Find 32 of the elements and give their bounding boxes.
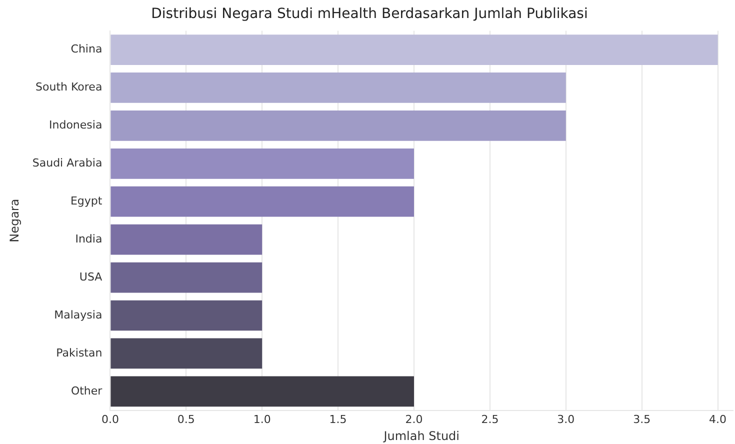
bar xyxy=(110,224,262,255)
y-tick-label: South Korea xyxy=(36,80,102,94)
y-tick-label: Saudi Arabia xyxy=(32,156,102,170)
x-tick-label: 1.5 xyxy=(329,412,347,426)
bar xyxy=(110,186,414,217)
y-tick-label: Indonesia xyxy=(48,118,102,132)
y-tick-label: Malaysia xyxy=(54,308,102,322)
x-tick-label: 2.5 xyxy=(481,412,499,426)
bar xyxy=(110,72,566,103)
bar xyxy=(110,376,414,407)
y-tick-label: Other xyxy=(70,384,103,398)
x-tick-label: 4.0 xyxy=(709,412,727,426)
x-tick-label: 2.0 xyxy=(405,412,423,426)
x-tick-label: 0.0 xyxy=(101,412,119,426)
bar xyxy=(110,262,262,293)
bar xyxy=(110,34,718,65)
bar xyxy=(110,110,566,141)
x-tick-label: 3.5 xyxy=(633,412,651,426)
bar xyxy=(110,148,414,179)
x-tick-label: 3.0 xyxy=(557,412,575,426)
chart-title: Distribusi Negara Studi mHealth Berdasarkan Jumlah Publikasi xyxy=(151,6,588,22)
y-tick-label: USA xyxy=(79,270,103,284)
y-tick-label: Egypt xyxy=(70,194,103,208)
y-axis-title: Negara xyxy=(7,198,22,242)
bar xyxy=(110,300,262,331)
x-tick-label: 0.5 xyxy=(177,412,195,426)
y-tick-label: Pakistan xyxy=(56,346,102,360)
x-axis-title: Jumlah Studi xyxy=(382,428,460,443)
y-tick-label: China xyxy=(70,42,102,56)
bar xyxy=(110,338,262,369)
x-tick-label: 1.0 xyxy=(253,412,271,426)
y-tick-label: India xyxy=(75,232,102,246)
